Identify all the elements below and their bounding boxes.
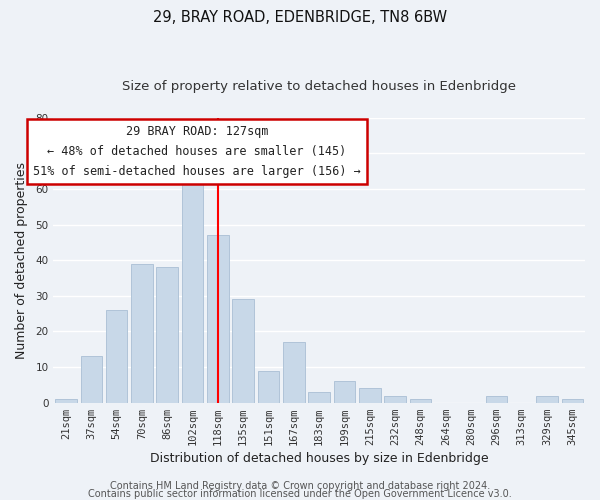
Text: 29, BRAY ROAD, EDENBRIDGE, TN8 6BW: 29, BRAY ROAD, EDENBRIDGE, TN8 6BW [153,10,447,25]
Bar [334,382,355,402]
Bar [232,300,254,403]
Bar [308,392,330,402]
Bar [207,236,229,402]
Bar [157,268,178,402]
Bar [485,396,507,402]
Bar [131,264,152,402]
Bar [385,396,406,402]
Bar [410,399,431,402]
Bar [258,370,279,402]
Bar [182,175,203,402]
Title: Size of property relative to detached houses in Edenbridge: Size of property relative to detached ho… [122,80,516,93]
Bar [80,356,102,403]
X-axis label: Distribution of detached houses by size in Edenbridge: Distribution of detached houses by size … [150,452,488,465]
Text: 29 BRAY ROAD: 127sqm
← 48% of detached houses are smaller (145)
51% of semi-deta: 29 BRAY ROAD: 127sqm ← 48% of detached h… [33,125,361,178]
Bar [55,399,77,402]
Bar [359,388,380,402]
Text: Contains HM Land Registry data © Crown copyright and database right 2024.: Contains HM Land Registry data © Crown c… [110,481,490,491]
Text: Contains public sector information licensed under the Open Government Licence v3: Contains public sector information licen… [88,489,512,499]
Bar [536,396,558,402]
Y-axis label: Number of detached properties: Number of detached properties [16,162,28,358]
Bar [283,342,305,402]
Bar [106,310,127,402]
Bar [562,399,583,402]
